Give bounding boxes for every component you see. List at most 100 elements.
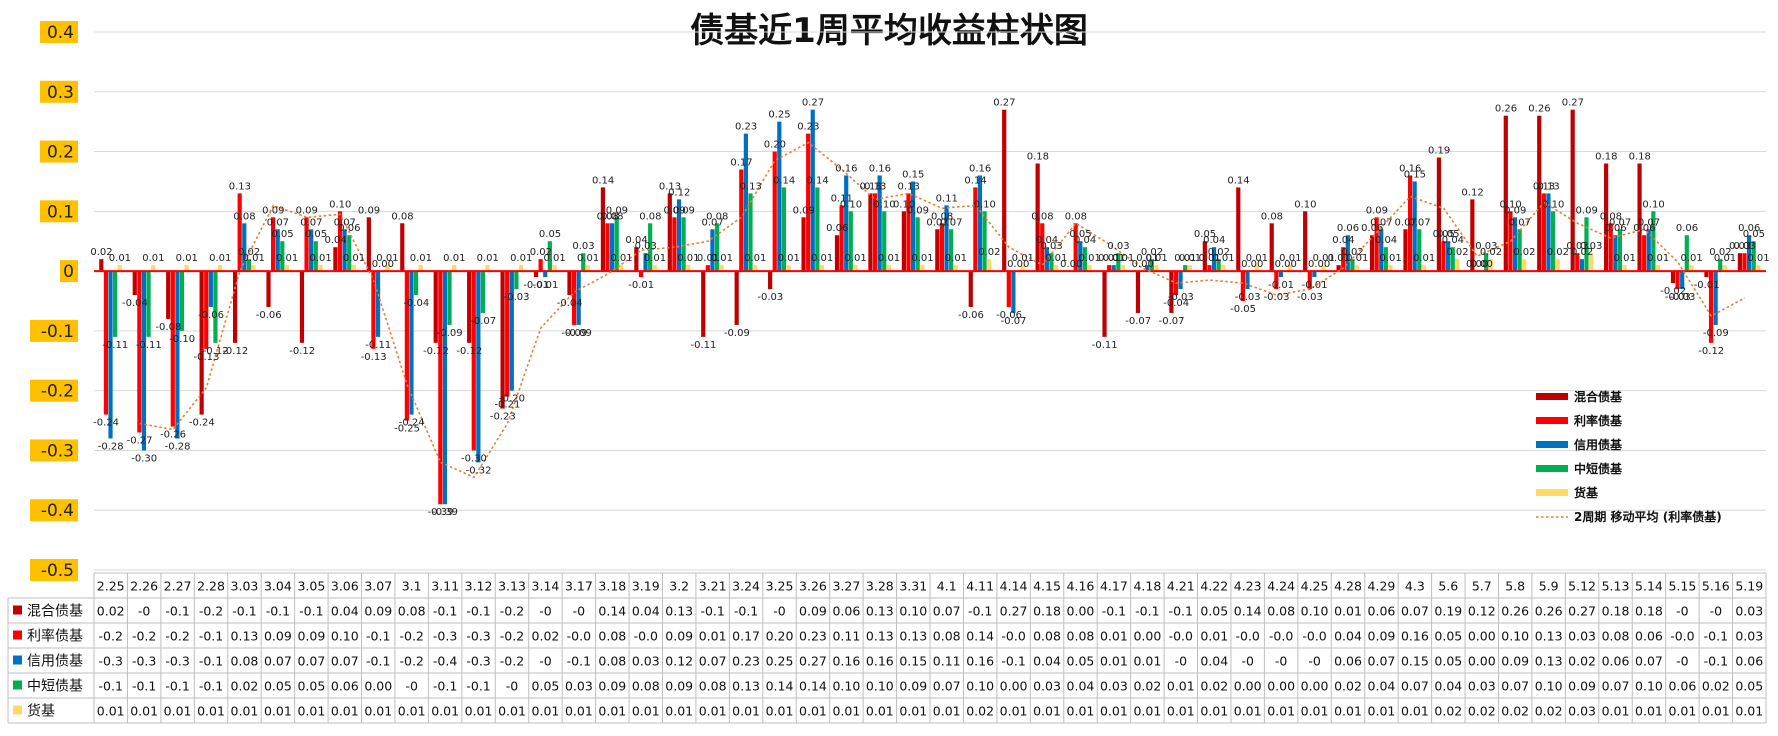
bar	[533, 271, 539, 278]
table-cell: 0.07	[933, 679, 961, 694]
bar	[619, 265, 624, 272]
table-cell: 0.01	[933, 704, 961, 719]
bar	[672, 217, 677, 272]
table-cell: 0.08	[1033, 629, 1061, 644]
bar	[146, 271, 151, 337]
bar	[447, 271, 452, 325]
bar	[1374, 217, 1379, 272]
table-cell: -0.1	[232, 604, 256, 619]
data-label: 0.08	[233, 211, 255, 222]
table-cell: 0.04	[331, 604, 359, 619]
bar	[1713, 271, 1718, 325]
bar	[385, 265, 390, 272]
bar	[667, 193, 672, 272]
table-cell: 0.07	[331, 654, 359, 669]
data-label: 0.01	[1179, 253, 1201, 264]
bar	[801, 217, 806, 272]
data-label: 0.09	[1576, 205, 1598, 216]
x-tick-label: 4.3	[1405, 579, 1425, 594]
bar	[1484, 253, 1489, 272]
table-cell: 0.05	[532, 679, 560, 694]
table-cell: 0.01	[1234, 704, 1262, 719]
table-cell: 0.11	[832, 629, 860, 644]
data-label: 0.11	[831, 193, 853, 204]
data-label: 0.04	[1332, 235, 1354, 246]
bar	[476, 271, 481, 463]
table-cell: 0.01	[264, 704, 292, 719]
table-cell: -0.1	[199, 654, 223, 669]
table-cell: 0.01	[231, 704, 259, 719]
bar	[1704, 271, 1709, 278]
table-cell: 0.04	[1434, 679, 1462, 694]
table-cell: -0.3	[466, 629, 490, 644]
data-label: 0.10	[1294, 199, 1316, 210]
data-label: -0.04	[403, 298, 429, 309]
data-label: -0.11	[1092, 340, 1118, 351]
data-label: -0.21	[494, 400, 520, 411]
data-label: 0.01	[209, 253, 231, 264]
bar	[781, 187, 787, 272]
bar	[977, 175, 983, 272]
bar-series	[117, 253, 1761, 272]
bar	[1708, 271, 1714, 343]
bar	[1211, 247, 1217, 272]
bar	[318, 265, 323, 272]
table-cell: 0.01	[1267, 704, 1295, 719]
data-label: 0.01	[1279, 253, 1301, 264]
table-row-header: 中短债基	[27, 678, 83, 695]
y-tick-label: 0.4	[47, 23, 74, 43]
bar	[313, 241, 318, 272]
table-cell: -0.0	[1169, 629, 1193, 644]
table-row-header: 混合债基	[27, 603, 83, 620]
data-label: 0.01	[443, 253, 465, 264]
bar-series	[103, 133, 1747, 505]
data-label: -0.12	[289, 346, 315, 357]
data-label: -0.04	[1163, 298, 1189, 309]
data-label: -0.04	[557, 298, 583, 309]
data-label: 0.08	[931, 211, 953, 222]
table-cell: 0.15	[899, 654, 927, 669]
table-cell: -0	[1275, 654, 1288, 669]
table-cell: 0.18	[1033, 604, 1061, 619]
table-cell: 0.08	[1067, 629, 1095, 644]
bar	[710, 229, 715, 272]
table-cell: 0.09	[297, 629, 325, 644]
data-label: -0.11	[691, 340, 717, 351]
table-cell: 0.09	[899, 679, 927, 694]
bar	[132, 271, 137, 296]
data-label: -0.26	[160, 430, 186, 441]
bar	[452, 265, 457, 272]
data-label: 0.13	[1538, 181, 1560, 192]
table-cell: 0.09	[598, 679, 626, 694]
table-cell: 0.13	[1535, 629, 1563, 644]
bar	[1303, 211, 1308, 272]
data-label: 0.09	[907, 205, 929, 216]
data-label: 0.02	[1513, 247, 1535, 258]
bar	[246, 259, 251, 272]
bar	[204, 271, 209, 349]
x-tick-label: 2.27	[164, 579, 192, 594]
table-cell: 0.10	[899, 604, 927, 619]
table-cell: 0.07	[264, 654, 292, 669]
data-label: 0.01	[1079, 253, 1101, 264]
data-label: 0.01	[844, 253, 866, 264]
bar	[872, 193, 878, 272]
bar	[299, 271, 305, 343]
table-cell: 0.04	[1368, 679, 1396, 694]
bar	[351, 265, 356, 272]
table-cell: -0.1	[199, 679, 223, 694]
table-cell: 0.07	[1602, 679, 1630, 694]
bar	[1756, 265, 1761, 272]
table-legend-key	[13, 705, 22, 715]
table-cell: 0.02	[1501, 704, 1529, 719]
legend-swatch	[1536, 393, 1568, 400]
bar	[1718, 259, 1723, 272]
bar	[1470, 199, 1475, 272]
legend-swatch	[1536, 489, 1568, 496]
bar	[915, 217, 920, 272]
data-table: 2.25 2.26 2.27 2.28 3.03 3.04 3.05 3.06 3.07 3.1 3…	[7, 572, 1767, 724]
data-label: 0.16	[869, 163, 891, 174]
bar	[882, 211, 887, 272]
bar	[1751, 241, 1756, 272]
table-cell: 0.02	[1200, 679, 1228, 694]
